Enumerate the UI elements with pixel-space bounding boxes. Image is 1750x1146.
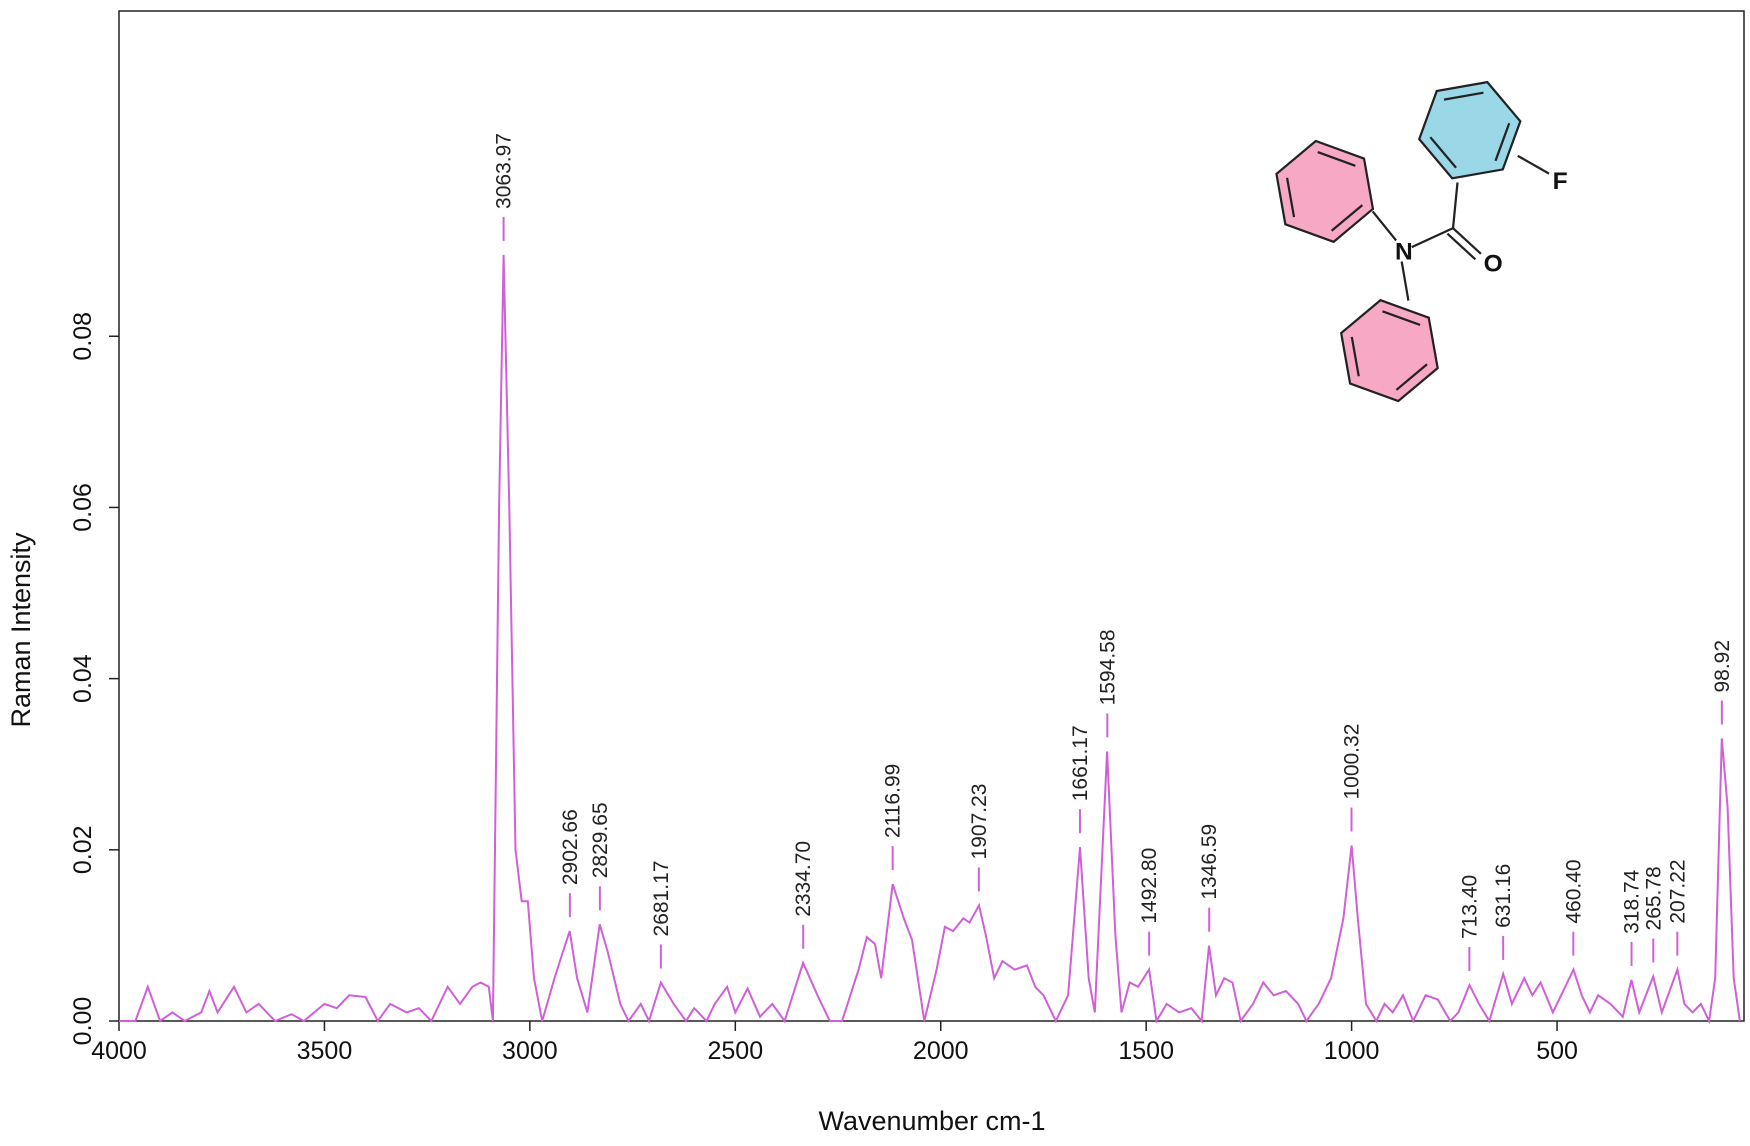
double-bond [1494,122,1511,162]
x-tick-label: 4000 [91,1037,147,1065]
peak-label: 1346.59 [1198,824,1221,900]
molecule: F N O [1275,80,1568,403]
peak-label: 631.16 [1492,864,1515,928]
peak-label: 3063.97 [493,133,516,209]
y-tick-label: 0.04 [69,654,97,703]
peak-label: 2829.65 [589,802,612,878]
x-axis-title: Wavenumber cm-1 [818,1106,1045,1136]
y-tick-label: 0.02 [69,825,97,874]
peak-label: 2681.17 [650,861,673,937]
peak-label: 265.78 [1642,866,1665,930]
double-bond [1317,151,1356,167]
atom-label: O [1484,251,1503,278]
bond [1517,154,1550,175]
bond [1451,182,1459,229]
peak-label: 2902.66 [559,809,582,885]
double-bond [1382,310,1421,326]
double-bond [1330,204,1364,232]
peak-label: 1492.80 [1138,848,1161,924]
y-tick-label: 0.00 [69,997,97,1046]
x-tick-label: 1500 [1118,1037,1174,1065]
peak-label: 1661.17 [1069,725,1092,801]
y-axis-title: Raman Intensity [6,532,36,728]
peak-label: 460.40 [1562,859,1585,923]
x-tick-label: 2000 [913,1037,969,1065]
ring [1417,80,1522,180]
ring [1339,298,1439,403]
double-bond [1285,177,1296,218]
bond [1446,232,1477,261]
x-tick-label: 1000 [1324,1037,1380,1065]
peak-label: 2334.70 [792,841,815,917]
atom-label: N [1395,238,1413,265]
double-bond [1350,336,1360,377]
y-tick-label: 0.08 [69,312,97,361]
y-tick-label: 0.06 [69,483,97,532]
double-bond [1443,91,1484,101]
peak-label: 98.92 [1711,640,1734,693]
bond [1452,227,1482,255]
peak-label: 1594.58 [1096,629,1119,705]
bond [1371,210,1397,242]
x-tick-label: 2500 [707,1037,763,1065]
x-tick-label: 3500 [297,1037,353,1065]
spectrum-line [119,254,1741,1025]
atom-label: F [1553,168,1568,195]
peak-label: 2116.99 [882,764,905,838]
peak-label: 1000.32 [1340,724,1363,800]
double-bond [1395,363,1428,391]
peak-label: 1907.23 [968,784,991,860]
bond [1400,261,1410,301]
peak-label: 713.40 [1458,875,1481,939]
x-tick-label: 500 [1536,1037,1578,1065]
x-tick-label: 3000 [502,1037,558,1065]
peak-label: 318.74 [1621,869,1644,934]
bond [1411,227,1454,249]
double-bond [1429,136,1457,169]
peak-label: 207.22 [1666,859,1689,923]
ring [1275,139,1375,244]
plot-frame [118,10,1745,1022]
